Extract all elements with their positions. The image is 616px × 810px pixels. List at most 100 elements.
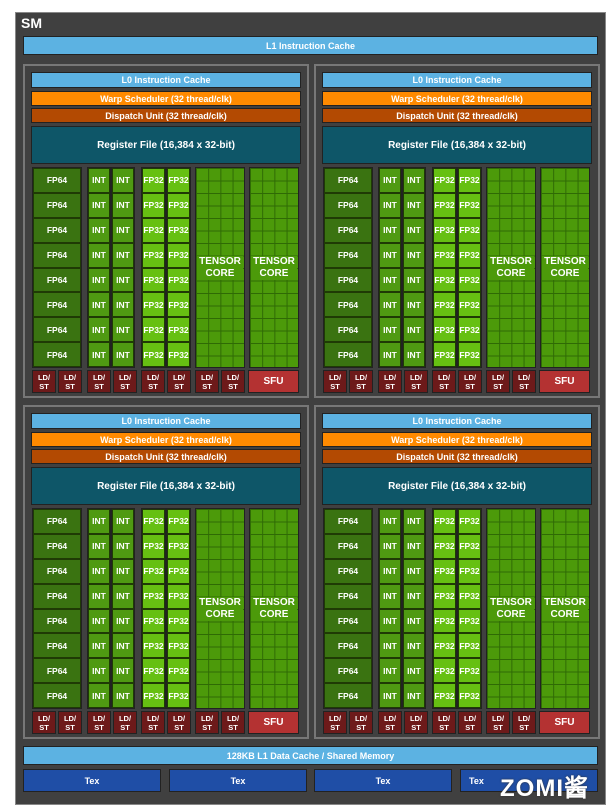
ld-st-unit: LD/ST	[32, 370, 56, 393]
fp32-unit: FP32	[433, 168, 456, 193]
ld-st-label-1: LD/	[118, 714, 132, 723]
fp32-unit: FP32	[142, 633, 165, 659]
fp32-unit: FP32	[433, 317, 456, 343]
ld-st-label-2: ST	[148, 382, 158, 391]
tensor-label-1: TENSOR	[543, 255, 587, 267]
sfu-unit: SFU	[248, 370, 299, 393]
ld-st-unit: LD/ST	[323, 370, 347, 393]
int-unit: INT	[403, 533, 425, 559]
register-file: Register File (16,384 x 32-bit)	[31, 126, 301, 164]
int-column: INT INT INT INT INT INT INT INT	[111, 508, 135, 709]
int-unit: INT	[379, 533, 401, 559]
ld-st-label-2: ST	[465, 382, 475, 391]
int-unit: INT	[88, 192, 110, 218]
int-unit: INT	[379, 658, 401, 684]
fp32-unit: FP32	[142, 683, 165, 708]
int-unit: INT	[403, 267, 425, 293]
register-file: Register File (16,384 x 32-bit)	[322, 467, 592, 505]
int-unit: INT	[112, 683, 134, 708]
ld-st-label-2: ST	[39, 382, 49, 391]
fp32-unit: FP32	[458, 317, 481, 343]
tensor-label-2: CORE	[204, 608, 236, 620]
ld-st-label-2: ST	[174, 382, 184, 391]
int-unit: INT	[88, 317, 110, 343]
fp64-unit: FP64	[33, 658, 81, 684]
int-unit: INT	[88, 633, 110, 659]
fp32-unit: FP32	[458, 558, 481, 584]
int-unit: INT	[112, 317, 134, 343]
fp64-unit: FP64	[33, 242, 81, 268]
tensor-label-1: TENSOR	[489, 596, 533, 608]
fp32-column: FP32 FP32 FP32 FP32 FP32 FP32 FP32 FP32	[432, 508, 457, 709]
ld-st-label-2: ST	[385, 382, 395, 391]
fp32-column: FP32 FP32 FP32 FP32 FP32 FP32 FP32 FP32	[457, 167, 482, 368]
int-unit: INT	[403, 317, 425, 343]
ld-st-label-2: ST	[493, 723, 503, 732]
fp64-unit: FP64	[324, 267, 372, 293]
int-column: INT INT INT INT INT INT INT INT	[87, 167, 111, 368]
int-column: INT INT INT INT INT INT INT INT	[87, 508, 111, 709]
ld-st-unit: LD/ST	[167, 370, 191, 393]
int-unit: INT	[403, 217, 425, 243]
l0-instruction-cache: L0 Instruction Cache	[31, 72, 301, 88]
fp64-unit: FP64	[33, 683, 81, 708]
int-unit: INT	[403, 608, 425, 634]
watermark-logo: ZOMI酱	[500, 775, 589, 802]
tex-unit: Tex	[169, 769, 307, 792]
tensor-core: TENSOR CORE	[195, 167, 245, 368]
fp32-column: FP32 FP32 FP32 FP32 FP32 FP32 FP32 FP32	[166, 167, 191, 368]
int-unit: INT	[88, 292, 110, 318]
fp32-unit: FP32	[458, 633, 481, 659]
ld-st-label-2: ST	[94, 723, 104, 732]
int-unit: INT	[403, 633, 425, 659]
fp64-unit: FP64	[33, 533, 81, 559]
dispatch-unit: Dispatch Unit (32 thread/clk)	[31, 108, 301, 123]
ld-st-unit: LD/ST	[58, 370, 82, 393]
ld-st-label-2: ST	[148, 723, 158, 732]
fp32-unit: FP32	[167, 192, 190, 218]
ld-st-label-1: LD/	[172, 714, 186, 723]
fp32-unit: FP32	[142, 583, 165, 609]
fp32-unit: FP32	[142, 608, 165, 634]
tensor-core: TENSOR CORE	[249, 508, 299, 709]
ld-st-label-1: LD/	[463, 714, 477, 723]
ld-st-label-1: LD/	[491, 714, 505, 723]
tensor-core-label: TENSOR CORE	[197, 596, 243, 621]
fp32-unit: FP32	[142, 342, 165, 367]
fp64-column: FP64 FP64 FP64 FP64 FP64 FP64 FP64 FP64	[323, 167, 373, 368]
ld-st-label-2: ST	[228, 723, 238, 732]
fp32-unit: FP32	[167, 292, 190, 318]
warp-scheduler: Warp Scheduler (32 thread/clk)	[322, 91, 592, 106]
ld-st-label-1: LD/	[409, 373, 423, 382]
sm: SM L1 Instruction Cache L0 Instruction C…	[15, 12, 606, 805]
fp32-unit: FP32	[458, 267, 481, 293]
ld-st-label-1: LD/	[354, 714, 368, 723]
tex-unit: Tex	[314, 769, 452, 792]
int-unit: INT	[112, 608, 134, 634]
ld-st-unit: LD/ST	[32, 711, 56, 734]
fp64-unit: FP64	[33, 558, 81, 584]
fp64-unit: FP64	[324, 658, 372, 684]
l0-instruction-cache: L0 Instruction Cache	[322, 413, 592, 429]
tensor-core-label: TENSOR CORE	[197, 255, 243, 280]
ld-st-label-1: LD/	[328, 714, 342, 723]
ld-st-label-2: ST	[411, 382, 421, 391]
l0-instruction-cache: L0 Instruction Cache	[322, 72, 592, 88]
ld-st-label-1: LD/	[92, 373, 106, 382]
fp32-unit: FP32	[433, 242, 456, 268]
int-unit: INT	[403, 168, 425, 193]
int-unit: INT	[403, 683, 425, 708]
fp32-column: FP32 FP32 FP32 FP32 FP32 FP32 FP32 FP32	[432, 167, 457, 368]
ld-st-label-2: ST	[202, 382, 212, 391]
ld-st-unit: LD/ST	[113, 370, 137, 393]
tensor-core: TENSOR CORE	[540, 167, 590, 368]
ld-st-unit: LD/ST	[87, 711, 111, 734]
int-column: INT INT INT INT INT INT INT INT	[402, 508, 426, 709]
fp32-unit: FP32	[167, 683, 190, 708]
ld-st-label-2: ST	[356, 382, 366, 391]
int-unit: INT	[379, 583, 401, 609]
fp32-unit: FP32	[167, 509, 190, 534]
fp32-unit: FP32	[142, 217, 165, 243]
fp32-unit: FP32	[458, 533, 481, 559]
processing-block: L0 Instruction Cache Warp Scheduler (32 t…	[314, 64, 600, 398]
